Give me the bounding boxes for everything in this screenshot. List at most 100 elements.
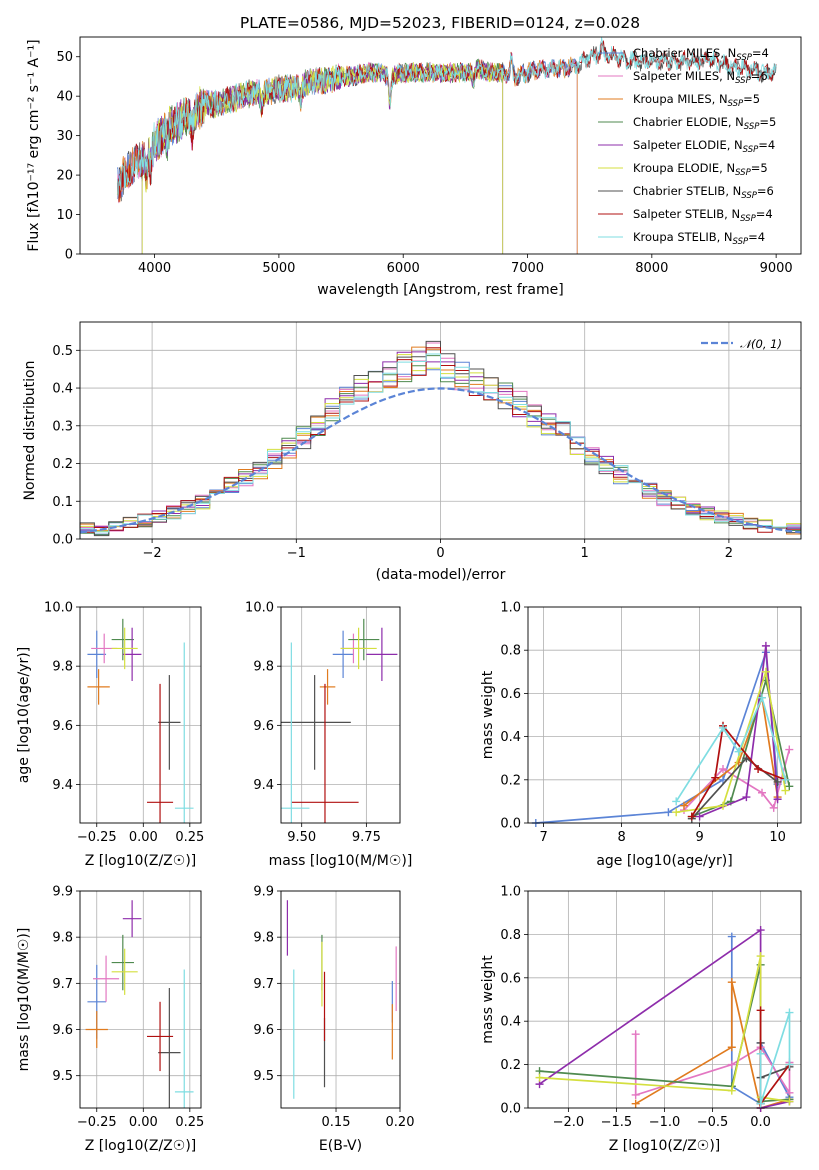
y-tick-label: 0.0 [500,1102,521,1117]
axes-frame [79,606,202,824]
y-tick-label: 0.6 [500,687,521,702]
y-tick-label: 10.0 [44,601,73,616]
axes-frame [79,36,802,255]
errorbar-point [85,1011,108,1048]
spectrum-series-line [116,37,777,200]
x-tick-label: 0.0 [750,1115,771,1130]
y-tick-label: 9.6 [253,1023,274,1038]
legend-text: Kroupa MILES, N [633,92,728,106]
y-tick-label: 0.4 [500,1015,521,1030]
x-tick-label: 0.25 [175,830,204,845]
spectrum-series-line [116,40,777,203]
legend-tail: =4 [752,46,769,60]
x-axis-label: E(B-V) [319,1138,362,1154]
x-tick-label: −1.5 [601,1115,633,1130]
plot-area [281,618,398,823]
y-tick-label: 9.6 [52,719,73,734]
errorbar-point [111,948,138,995]
x-axis-label: mass [log10(M/M☉)] [269,853,413,869]
y-tick-label: 0.4 [500,730,521,745]
weight-point-marker [631,1030,640,1039]
normal-fit-curve [79,387,802,534]
weight-point-marker [631,1090,640,1099]
y-tick-label: 0.5 [52,344,73,359]
weight-point-marker [664,808,673,817]
errorbar-point [158,675,181,770]
errorbar-point [340,627,377,670]
legend-subscript: SSP [735,168,751,178]
errorbar-point [147,1001,174,1072]
errorbar-point [87,669,110,705]
weight-point-marker [742,793,751,802]
y-tick-label: 10.0 [245,601,274,616]
x-tick-label: 4000 [138,261,171,276]
weight-point-marker [756,952,765,961]
y-tick-label: 0.2 [52,457,73,472]
weight-point-marker [758,788,766,797]
x-tick-label: 0.20 [386,1115,415,1130]
y-axis-label: Normed distribution [22,361,38,501]
y-axis-label: Flux [fλ10⁻¹⁷ erg cm⁻² s⁻¹ A⁻¹] [26,39,42,251]
errorbar-point [348,618,380,661]
weight-point-marker [727,1086,736,1095]
weight-series-line [691,680,791,818]
x-axis-label: wavelength [Angstrom, rest frame] [317,282,563,298]
legend-text: Chabrier ELODIE, N [633,115,744,129]
errorbar-point [93,955,120,1002]
x-tick-label: 0.00 [129,1115,158,1130]
legend-tail: =6 [751,69,768,83]
y-tick-label: 10 [56,208,73,223]
x-axis-label: age [log10(age/yr)] [596,853,732,869]
legend-subscript: SSP [740,214,756,224]
y-tick-label: 9.4 [52,778,73,793]
y-tick-label: 0.1 [52,495,73,510]
y-tick-label: 9.8 [253,660,274,675]
legend-label: Kroupa STELIB, NSSP=4 [633,230,765,247]
weight-point-marker [672,808,681,817]
weight-point-marker [695,812,704,821]
errorbar-point [281,675,351,770]
x-tick-label: 6000 [387,261,420,276]
x-tick-label: −2 [143,546,162,561]
x-tick-label: 8 [617,830,625,845]
axes-frame [79,890,202,1109]
y-tick-label: 9.7 [52,977,73,992]
y-tick-label: 20 [56,169,73,184]
errorbar-point [281,642,310,823]
y-axis-label: mass weight [480,670,496,759]
legend-text: Kroupa ELODIE, N [633,161,735,175]
fit-legend: 𝒩(0, 1) [701,337,782,351]
errorbar-point [87,630,107,679]
legend-label: Salpeter MILES, NSSP=6 [633,69,768,86]
legend-text: Chabrier STELIB, N [633,184,741,198]
weight-point-marker [727,1060,736,1069]
errorbar-point [174,969,194,1108]
weight-point-marker [785,782,794,791]
weight-point-marker [535,1073,544,1082]
errorbar-point [291,683,359,823]
legend-text: Kroupa STELIB, N [633,230,733,244]
legend-subscript: SSP [735,76,751,86]
legend-tail: =5 [759,115,776,129]
x-tick-label: 9.50 [287,830,316,845]
weight-point-marker [785,1097,794,1106]
errorbar-point [111,627,138,670]
weight-point-marker [785,1008,794,1017]
y-axis-label: age [log10(age/yr)] [16,647,32,783]
x-tick-label: −0.25 [77,1115,117,1130]
x-tick-label: 8000 [635,261,668,276]
errorbar-point [122,900,142,938]
axes-frame [527,606,802,824]
weight-point-marker [773,777,782,786]
panel-residuals: −2 −1 0 1 2 0.0 0.1 0.2 0.3 0.4 0.5 (data-model)/er… [22,321,802,583]
plot-area [85,900,194,1108]
y-tick-label: 0.6 [500,971,521,986]
errorbar-point [174,642,194,823]
x-tick-label: −0.25 [77,830,117,845]
errorbar-point [122,627,142,681]
weight-point-marker [756,1099,765,1108]
y-tick-label: 0 [65,248,73,263]
x-axis-label: Z [log10(Z/Z☉)] [85,853,197,869]
errorbar-point [111,618,134,661]
plot-area [87,618,194,823]
